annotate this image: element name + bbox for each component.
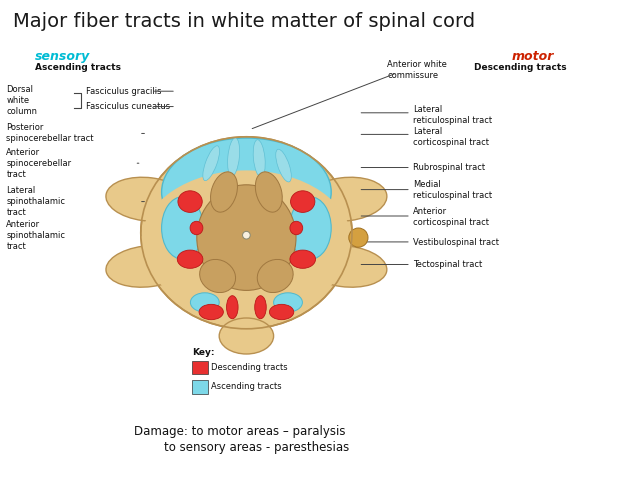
Ellipse shape: [227, 296, 238, 319]
Ellipse shape: [200, 259, 236, 293]
Ellipse shape: [191, 293, 219, 312]
Ellipse shape: [269, 304, 294, 320]
Ellipse shape: [178, 191, 202, 212]
Text: Ascending tracts: Ascending tracts: [35, 63, 121, 72]
Text: Vestibulospinal tract: Vestibulospinal tract: [413, 238, 499, 247]
Text: Ascending tracts: Ascending tracts: [211, 383, 282, 391]
Text: Descending tracts: Descending tracts: [474, 63, 566, 72]
Ellipse shape: [141, 137, 352, 329]
Ellipse shape: [349, 228, 368, 247]
Ellipse shape: [161, 138, 332, 246]
Ellipse shape: [203, 146, 220, 180]
Ellipse shape: [289, 197, 332, 259]
Text: Lateral
reticulospinal tract: Lateral reticulospinal tract: [413, 105, 492, 125]
Ellipse shape: [305, 246, 387, 287]
Text: Anterior white
commissure: Anterior white commissure: [387, 60, 447, 80]
Text: Posterior
spinocerebellar tract: Posterior spinocerebellar tract: [6, 123, 94, 144]
Text: Tectospinal tract: Tectospinal tract: [413, 261, 482, 269]
Ellipse shape: [177, 250, 203, 268]
Ellipse shape: [255, 296, 266, 319]
Text: Damage: to motor areas – paralysis: Damage: to motor areas – paralysis: [134, 425, 346, 438]
Text: Rubrospinal tract: Rubrospinal tract: [413, 164, 485, 172]
Text: to sensory areas - paresthesias: to sensory areas - paresthesias: [134, 441, 349, 454]
Text: Major fiber tracts in white matter of spinal cord: Major fiber tracts in white matter of sp…: [13, 12, 475, 31]
Text: Medial
reticulospinal tract: Medial reticulospinal tract: [413, 180, 492, 200]
Text: Lateral
corticospinal tract: Lateral corticospinal tract: [413, 127, 489, 147]
Text: Anterior
corticospinal tract: Anterior corticospinal tract: [413, 207, 489, 227]
Ellipse shape: [274, 293, 302, 312]
Ellipse shape: [106, 177, 188, 221]
Ellipse shape: [291, 191, 315, 212]
Ellipse shape: [219, 318, 274, 354]
Text: sensory: sensory: [35, 50, 90, 63]
Text: Key:: Key:: [192, 348, 214, 357]
Ellipse shape: [253, 140, 265, 177]
Ellipse shape: [141, 170, 352, 314]
Ellipse shape: [197, 185, 296, 290]
Ellipse shape: [199, 304, 223, 320]
Ellipse shape: [211, 172, 237, 212]
Text: Anterior
spinocerebellar
tract: Anterior spinocerebellar tract: [6, 147, 72, 179]
Bar: [192, 361, 208, 374]
Ellipse shape: [276, 149, 291, 182]
Ellipse shape: [305, 177, 387, 221]
Ellipse shape: [290, 250, 316, 268]
Ellipse shape: [243, 231, 250, 239]
Text: Fasciculus gracilis: Fasciculus gracilis: [86, 87, 162, 96]
Ellipse shape: [162, 197, 204, 259]
Text: Descending tracts: Descending tracts: [211, 363, 288, 372]
Text: Dorsal
white
column: Dorsal white column: [6, 85, 37, 116]
Ellipse shape: [228, 138, 239, 176]
Text: Anterior
spinothalamic
tract: Anterior spinothalamic tract: [6, 219, 65, 251]
Text: Lateral
spinothalamic
tract: Lateral spinothalamic tract: [6, 186, 65, 217]
Ellipse shape: [290, 221, 303, 235]
Text: motor: motor: [512, 50, 554, 63]
Ellipse shape: [255, 172, 282, 212]
Ellipse shape: [106, 246, 188, 287]
Ellipse shape: [257, 259, 293, 293]
Bar: [192, 380, 208, 394]
Text: Fasciculus cuneatus: Fasciculus cuneatus: [86, 102, 170, 111]
Ellipse shape: [190, 221, 203, 235]
